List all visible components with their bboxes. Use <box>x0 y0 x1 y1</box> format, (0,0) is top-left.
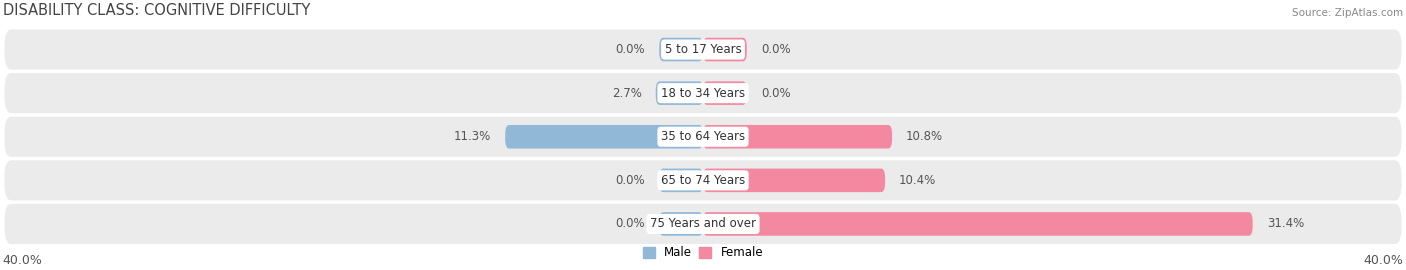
Text: 18 to 34 Years: 18 to 34 Years <box>661 87 745 100</box>
FancyBboxPatch shape <box>703 125 891 148</box>
Text: 2.7%: 2.7% <box>612 87 641 100</box>
Legend: Male, Female: Male, Female <box>638 242 768 264</box>
FancyBboxPatch shape <box>659 168 703 192</box>
FancyBboxPatch shape <box>659 212 703 236</box>
Text: 75 Years and over: 75 Years and over <box>650 217 756 231</box>
Text: 35 to 64 Years: 35 to 64 Years <box>661 130 745 143</box>
FancyBboxPatch shape <box>4 117 1402 157</box>
FancyBboxPatch shape <box>703 38 747 61</box>
Text: Source: ZipAtlas.com: Source: ZipAtlas.com <box>1292 8 1403 18</box>
Text: 40.0%: 40.0% <box>1364 254 1403 266</box>
FancyBboxPatch shape <box>4 73 1402 113</box>
Text: 40.0%: 40.0% <box>3 254 42 266</box>
FancyBboxPatch shape <box>655 81 703 105</box>
Text: 0.0%: 0.0% <box>616 217 645 231</box>
FancyBboxPatch shape <box>703 81 747 105</box>
Text: 10.8%: 10.8% <box>905 130 943 143</box>
Text: DISABILITY CLASS: COGNITIVE DIFFICULTY: DISABILITY CLASS: COGNITIVE DIFFICULTY <box>3 3 311 18</box>
Text: 65 to 74 Years: 65 to 74 Years <box>661 174 745 187</box>
Text: 0.0%: 0.0% <box>616 43 645 56</box>
Text: 11.3%: 11.3% <box>454 130 491 143</box>
FancyBboxPatch shape <box>703 168 884 192</box>
Text: 10.4%: 10.4% <box>898 174 936 187</box>
FancyBboxPatch shape <box>659 38 703 61</box>
FancyBboxPatch shape <box>4 160 1402 200</box>
FancyBboxPatch shape <box>4 204 1402 244</box>
Text: 0.0%: 0.0% <box>761 43 790 56</box>
FancyBboxPatch shape <box>703 212 1253 236</box>
Text: 31.4%: 31.4% <box>1267 217 1303 231</box>
Text: 5 to 17 Years: 5 to 17 Years <box>665 43 741 56</box>
FancyBboxPatch shape <box>4 29 1402 70</box>
Text: 0.0%: 0.0% <box>761 87 790 100</box>
FancyBboxPatch shape <box>505 125 703 148</box>
Text: 0.0%: 0.0% <box>616 174 645 187</box>
